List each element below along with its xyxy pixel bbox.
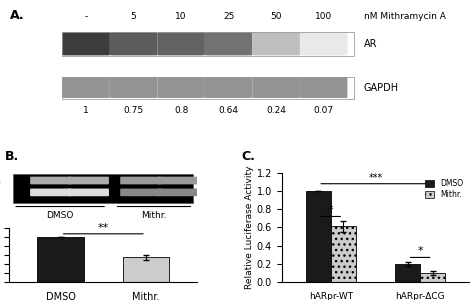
Text: -: -: [84, 12, 88, 21]
Y-axis label: Relative Luciferase Activity: Relative Luciferase Activity: [245, 166, 254, 289]
Text: 5: 5: [131, 12, 137, 21]
Text: Mithr.: Mithr.: [141, 211, 167, 220]
FancyBboxPatch shape: [252, 77, 300, 98]
Bar: [63, 77, 354, 98]
FancyBboxPatch shape: [63, 77, 110, 98]
Text: *: *: [417, 246, 423, 256]
Text: GAPDH: GAPDH: [364, 82, 399, 93]
FancyBboxPatch shape: [157, 77, 205, 98]
FancyBboxPatch shape: [300, 32, 347, 56]
Text: 0.64: 0.64: [219, 106, 238, 115]
Text: 50: 50: [270, 12, 282, 21]
FancyBboxPatch shape: [205, 32, 252, 56]
Text: **: **: [98, 223, 109, 233]
FancyBboxPatch shape: [68, 177, 109, 184]
Text: AR: AR: [364, 39, 377, 49]
FancyBboxPatch shape: [120, 177, 162, 184]
FancyBboxPatch shape: [110, 32, 157, 56]
Legend: DMSO, Mithr.: DMSO, Mithr.: [422, 177, 465, 202]
Text: 10: 10: [175, 12, 187, 21]
Text: 25: 25: [223, 12, 234, 21]
Text: 1: 1: [83, 106, 89, 115]
Text: nM Mithramycin A: nM Mithramycin A: [364, 12, 446, 21]
Text: ***: ***: [368, 173, 383, 183]
Text: DMSO: DMSO: [46, 211, 74, 220]
Text: 0.24: 0.24: [266, 106, 286, 115]
FancyBboxPatch shape: [30, 177, 72, 184]
Bar: [63, 32, 354, 56]
Text: 0.07: 0.07: [314, 106, 334, 115]
Bar: [37, 237, 84, 282]
Text: A.: A.: [9, 9, 24, 22]
Text: 0.75: 0.75: [124, 106, 144, 115]
FancyBboxPatch shape: [68, 188, 109, 196]
Bar: [306, 191, 331, 282]
Text: *: *: [328, 205, 334, 215]
FancyBboxPatch shape: [300, 77, 347, 98]
FancyBboxPatch shape: [110, 77, 157, 98]
FancyBboxPatch shape: [157, 32, 205, 56]
Bar: [420, 273, 445, 282]
Text: 0.8: 0.8: [174, 106, 188, 115]
FancyBboxPatch shape: [205, 77, 252, 98]
FancyBboxPatch shape: [120, 188, 162, 196]
FancyBboxPatch shape: [158, 177, 199, 184]
Bar: [395, 264, 420, 282]
Text: 100: 100: [315, 12, 332, 21]
Bar: [331, 226, 356, 282]
Text: B.: B.: [5, 150, 19, 163]
Bar: [122, 257, 169, 282]
Text: C.: C.: [242, 150, 255, 163]
FancyBboxPatch shape: [63, 32, 110, 56]
FancyBboxPatch shape: [252, 32, 300, 56]
FancyBboxPatch shape: [158, 188, 199, 196]
FancyBboxPatch shape: [30, 188, 72, 196]
